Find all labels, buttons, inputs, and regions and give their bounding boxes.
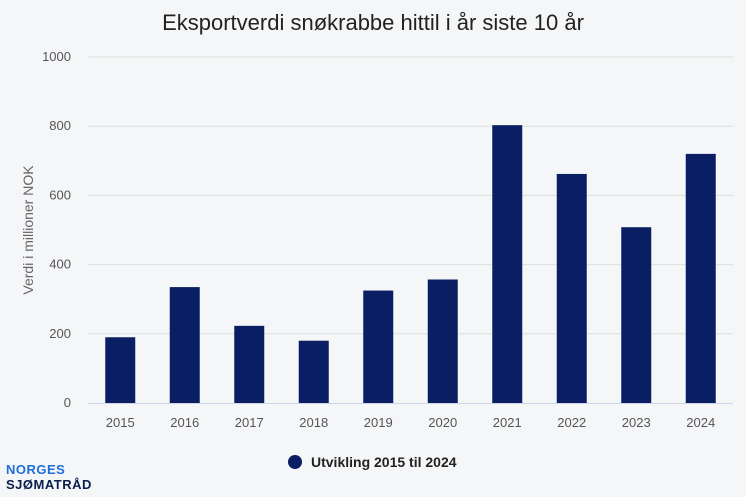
chart-title: Eksportverdi snøkrabbe hittil i år siste…: [162, 10, 584, 35]
x-tick-label: 2019: [364, 415, 393, 430]
logo-line-1: NORGES: [6, 462, 66, 477]
bar-2019[interactable]: [363, 290, 394, 403]
bar-2024[interactable]: [685, 153, 716, 403]
x-tick-label: 2021: [493, 415, 522, 430]
norges-sjomatrad-logo: NORGES SJØMATRÅD: [6, 462, 92, 492]
x-tick-label: 2020: [428, 415, 457, 430]
y-axis-label: Verdi i millioner NOK: [20, 165, 36, 295]
y-tick-label: 600: [49, 187, 71, 202]
bar-2015[interactable]: [105, 337, 136, 403]
legend[interactable]: Utvikling 2015 til 2024: [288, 454, 457, 470]
y-tick-label: 0: [64, 395, 71, 410]
legend-label: Utvikling 2015 til 2024: [311, 454, 457, 470]
bar-2022[interactable]: [556, 173, 587, 403]
x-tick-label: 2023: [622, 415, 651, 430]
bar-2017[interactable]: [234, 325, 265, 403]
x-tick-label: 2018: [299, 415, 328, 430]
bar-2020[interactable]: [427, 279, 458, 403]
x-axis-ticks: 2015 2016 2017 2018 2019 2020 2021 2022 2023 2024: [106, 415, 715, 430]
y-tick-label: 800: [49, 118, 71, 133]
x-tick-label: 2015: [106, 415, 135, 430]
bar-2023[interactable]: [621, 227, 652, 403]
bars: [105, 125, 716, 404]
bar-2016[interactable]: [169, 287, 200, 403]
x-tick-label: 2022: [557, 415, 586, 430]
bar-2021[interactable]: [492, 125, 523, 404]
x-tick-label: 2016: [170, 415, 199, 430]
x-tick-label: 2017: [235, 415, 264, 430]
y-tick-label: 400: [49, 257, 71, 272]
x-tick-label: 2024: [686, 415, 715, 430]
y-tick-label: 200: [49, 326, 71, 341]
bar-2018[interactable]: [298, 340, 329, 403]
legend-swatch: [288, 455, 302, 469]
y-axis-ticks: 0 200 400 600 800 1000: [42, 49, 71, 410]
y-tick-label: 1000: [42, 49, 71, 64]
logo-line-2: SJØMATRÅD: [6, 477, 92, 492]
